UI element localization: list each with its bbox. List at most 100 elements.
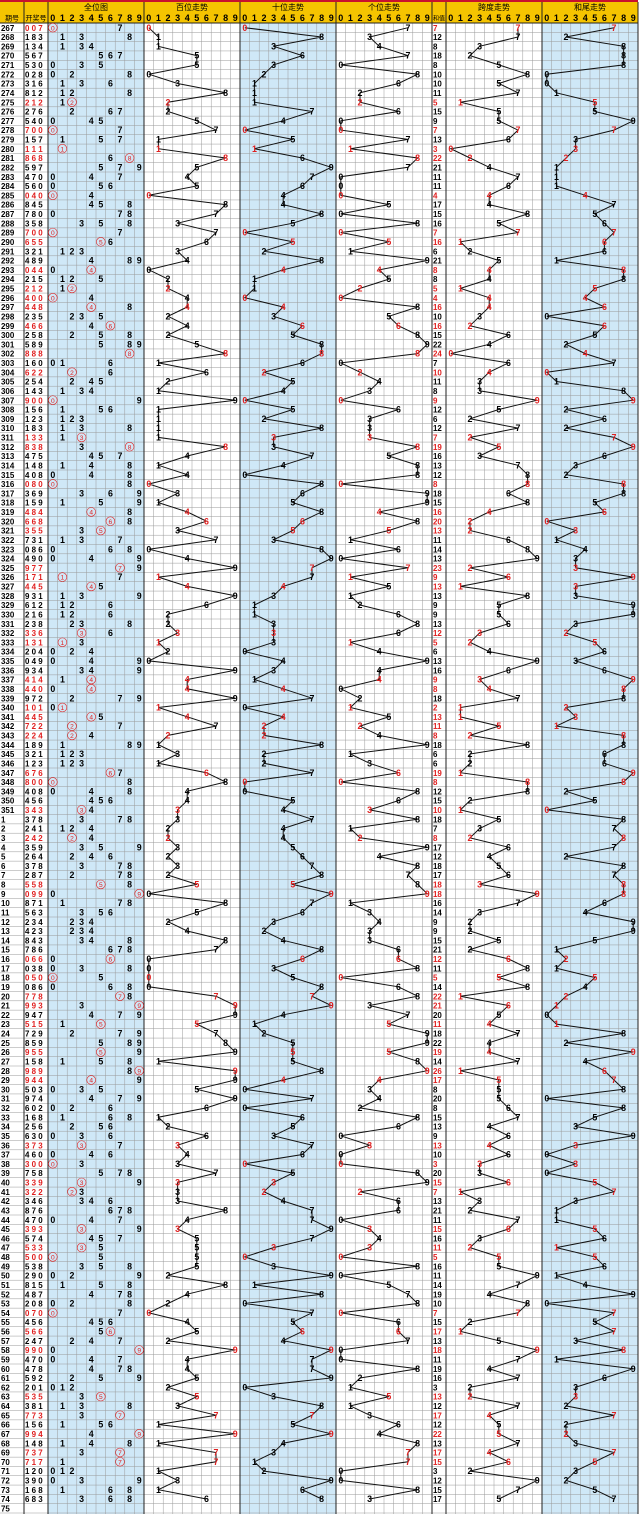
- hundreds-point: 6: [204, 768, 209, 778]
- span-point: 4: [487, 265, 492, 275]
- hundreds-point: 0: [146, 23, 151, 33]
- full-map-digit: 8: [127, 479, 132, 489]
- header-digit-units: 7: [405, 13, 410, 23]
- full-map-digit: 7: [118, 1336, 123, 1346]
- full-map-digit: 3: [79, 619, 84, 629]
- draw-number: 5 6 3: [25, 908, 43, 917]
- sum-value: 7: [433, 359, 438, 368]
- sum-value: 11: [433, 1244, 442, 1253]
- full-map-digit: 3: [80, 1180, 84, 1187]
- units-point: 8: [415, 991, 420, 1001]
- units-point: 0: [338, 1131, 343, 1141]
- full-map-digit: 4: [89, 935, 94, 945]
- tens-point: 0: [242, 786, 247, 796]
- sum-value: 18: [433, 862, 442, 871]
- full-map-digit: 0: [50, 982, 55, 992]
- tens-point: 4: [281, 824, 286, 834]
- full-map-digit: 6: [108, 945, 113, 955]
- units-point: 8: [415, 1364, 420, 1374]
- span-point: 1: [458, 1327, 463, 1337]
- tail-point: 9: [631, 675, 636, 685]
- issue-label: 62: [1, 1383, 10, 1392]
- issue-label: 7: [1, 871, 6, 880]
- full-map-digit: 2: [70, 286, 74, 293]
- tens-point: 7: [310, 768, 315, 778]
- full-map-digit: 5: [98, 1317, 103, 1327]
- hundreds-point: 0: [146, 190, 151, 200]
- span-point: 5: [496, 1084, 501, 1094]
- full-map-repeat-mark: [67, 367, 77, 377]
- issue-label: 296: [1, 294, 15, 303]
- tail-point: 9: [631, 395, 636, 405]
- full-map-digit: 2: [70, 693, 75, 703]
- full-map-digit: 1: [60, 824, 65, 834]
- hundreds-point: 7: [214, 1168, 219, 1178]
- hundreds-point: 1: [156, 740, 161, 750]
- issue-label: 65: [1, 1411, 10, 1420]
- span-point: 5: [496, 861, 501, 871]
- issue-label: 327: [1, 583, 15, 592]
- tens-point: 0: [242, 703, 247, 713]
- sum-value: 15: [433, 1113, 442, 1122]
- draw-number: 4 0 8: [25, 471, 43, 480]
- draw-number: 5 6 7: [25, 52, 43, 61]
- tail-point: 5: [592, 935, 597, 945]
- issue-label: 334: [1, 648, 15, 657]
- units-point: 4: [377, 41, 382, 51]
- hundreds-point: 5: [194, 1243, 199, 1253]
- full-map-digit: 3: [79, 1084, 84, 1094]
- sum-value: 18: [433, 52, 442, 61]
- units-point: 8: [415, 1056, 420, 1066]
- tens-point: 6: [300, 358, 305, 368]
- sum-value: 11: [433, 89, 442, 98]
- span-point: 6: [506, 330, 511, 340]
- full-map-digit: 2: [70, 1382, 75, 1392]
- full-map-digit: 5: [98, 51, 103, 61]
- full-map-digit: 9: [137, 1047, 142, 1057]
- header-digit-units: 3: [367, 13, 372, 23]
- full-map-digit: 7: [118, 1140, 123, 1150]
- header-digit-tail: 5: [592, 13, 597, 23]
- tens-point: 3: [271, 60, 276, 70]
- span-point: 3: [477, 675, 482, 685]
- full-map-digit: 4: [89, 677, 93, 684]
- span-point: 2: [468, 637, 473, 647]
- tens-point: 3: [271, 619, 276, 629]
- draw-number: 4 6 6: [25, 322, 43, 331]
- sum-value: 16: [433, 1262, 442, 1271]
- span-point: 1: [458, 805, 463, 815]
- full-map-digit: 6: [108, 1205, 113, 1215]
- full-map-digit: 3: [79, 1401, 84, 1411]
- issue-label: 335: [1, 657, 15, 666]
- sum-value: 6: [433, 648, 438, 657]
- sum-value: 16: [433, 238, 442, 247]
- tail-point: 3: [573, 526, 578, 536]
- full-map-digit: 4: [89, 805, 94, 815]
- full-map-digit: 0: [51, 780, 55, 787]
- span-point: 6: [506, 1131, 511, 1141]
- sum-value: 8: [433, 42, 438, 51]
- sum-value: 9: [433, 573, 438, 582]
- units-point: 4: [377, 675, 382, 685]
- issue-label: 286: [1, 201, 15, 210]
- header-hundreds: 百位走势: [176, 2, 208, 12]
- span-point: 3: [477, 451, 482, 461]
- issue-label: 55: [1, 1318, 10, 1327]
- draw-number: 3 5 5: [25, 527, 43, 536]
- units-point: 6: [396, 1196, 401, 1206]
- issue-label: 14: [1, 936, 10, 945]
- full-map-digit: 9: [137, 339, 142, 349]
- units-point: 3: [367, 758, 372, 768]
- issue-label: 328: [1, 592, 15, 601]
- sum-value: 15: [433, 936, 442, 945]
- issue-label: 331: [1, 620, 15, 629]
- issue-label: 290: [1, 238, 15, 247]
- tail-point: 7: [612, 1187, 617, 1197]
- issue-label: 283: [1, 173, 15, 182]
- span-point: 4: [487, 1448, 492, 1458]
- full-map-repeat-mark: [124, 153, 135, 163]
- draw-number: 4 4 5: [25, 583, 43, 592]
- full-map-digit: 4: [89, 321, 94, 331]
- full-map-digit: 2: [70, 370, 74, 377]
- full-map-digit: 5: [98, 796, 103, 806]
